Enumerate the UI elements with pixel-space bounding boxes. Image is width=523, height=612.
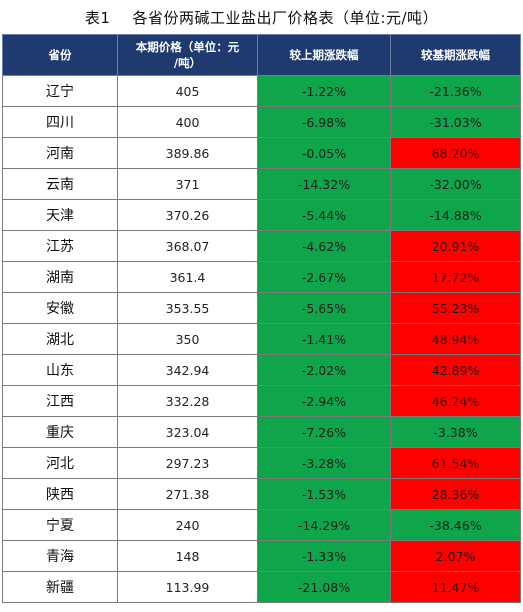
base-change-cell: 61.54% bbox=[390, 447, 521, 479]
table-row: 宁夏 240 -14.29% -38.46% bbox=[2, 509, 521, 541]
base-change-cell: -32.00% bbox=[390, 168, 521, 200]
province-cell: 河南 bbox=[2, 137, 118, 169]
base-change-cell: -14.88% bbox=[390, 199, 521, 231]
base-change-cell: 48.94% bbox=[390, 323, 521, 355]
header-price: 本期价格（单位：元/吨） bbox=[117, 34, 258, 76]
table-row: 青海 148 -1.33% 2.07% bbox=[2, 540, 521, 572]
price-table: 省份 本期价格（单位：元/吨） 较上期涨跌幅 较基期涨跌幅 辽宁 405 -1.22… bbox=[2, 34, 521, 603]
header-row: 省份 本期价格（单位：元/吨） 较上期涨跌幅 较基期涨跌幅 bbox=[2, 34, 521, 76]
table-row: 江西 332.28 -2.94% 46.24% bbox=[2, 385, 521, 417]
table-row: 山东 342.94 -2.02% 42.89% bbox=[2, 354, 521, 386]
base-change-cell: 42.89% bbox=[390, 354, 521, 386]
price-cell: 371 bbox=[117, 168, 258, 200]
prev-change-cell: -1.33% bbox=[257, 540, 391, 572]
table-row: 湖南 361.4 -2.67% 17.72% bbox=[2, 261, 521, 293]
prev-change-cell: -1.53% bbox=[257, 478, 391, 510]
price-cell: 297.23 bbox=[117, 447, 258, 479]
base-change-cell: 2.07% bbox=[390, 540, 521, 572]
table-row: 云南 371 -14.32% -32.00% bbox=[2, 168, 521, 200]
prev-change-cell: -1.41% bbox=[257, 323, 391, 355]
province-cell: 陕西 bbox=[2, 478, 118, 510]
province-cell: 山东 bbox=[2, 354, 118, 386]
price-cell: 368.07 bbox=[117, 230, 258, 262]
table-body: 辽宁 405 -1.22% -21.36% 四川 400 -6.98% -31.03% 河南 38… bbox=[2, 75, 521, 603]
province-cell: 安徽 bbox=[2, 292, 118, 324]
table-row: 江苏 368.07 -4.62% 20.91% bbox=[2, 230, 521, 262]
base-change-cell: 68.20% bbox=[390, 137, 521, 169]
province-cell: 湖南 bbox=[2, 261, 118, 293]
table-row: 安徽 353.55 -5.65% 55.23% bbox=[2, 292, 521, 324]
province-cell: 天津 bbox=[2, 199, 118, 231]
table-row: 辽宁 405 -1.22% -21.36% bbox=[2, 75, 521, 107]
table-row: 新疆 113.99 -21.08% 11.47% bbox=[2, 571, 521, 603]
header-price-line: /吨） bbox=[173, 56, 202, 70]
province-cell: 云南 bbox=[2, 168, 118, 200]
price-cell: 113.99 bbox=[117, 571, 258, 603]
province-cell: 四川 bbox=[2, 106, 118, 138]
header-province: 省份 bbox=[2, 34, 118, 76]
base-change-cell: 17.72% bbox=[390, 261, 521, 293]
prev-change-cell: -14.29% bbox=[257, 509, 391, 541]
price-cell: 361.4 bbox=[117, 261, 258, 293]
table-row: 重庆 323.04 -7.26% -3.38% bbox=[2, 416, 521, 448]
base-change-cell: 46.24% bbox=[390, 385, 521, 417]
base-change-cell: -38.46% bbox=[390, 509, 521, 541]
price-cell: 353.55 bbox=[117, 292, 258, 324]
base-change-cell: 55.23% bbox=[390, 292, 521, 324]
header-price-line: 本期价格（单位：元 bbox=[135, 40, 240, 54]
province-cell: 重庆 bbox=[2, 416, 118, 448]
price-cell: 240 bbox=[117, 509, 258, 541]
prev-change-cell: -7.26% bbox=[257, 416, 391, 448]
base-change-cell: 11.47% bbox=[390, 571, 521, 603]
province-cell: 江苏 bbox=[2, 230, 118, 262]
province-cell: 江西 bbox=[2, 385, 118, 417]
price-cell: 342.94 bbox=[117, 354, 258, 386]
price-cell: 148 bbox=[117, 540, 258, 572]
province-cell: 湖北 bbox=[2, 323, 118, 355]
prev-change-cell: -5.44% bbox=[257, 199, 391, 231]
price-cell: 400 bbox=[117, 106, 258, 138]
base-change-cell: 28.36% bbox=[390, 478, 521, 510]
province-cell: 辽宁 bbox=[2, 75, 118, 107]
price-cell: 271.38 bbox=[117, 478, 258, 510]
province-cell: 青海 bbox=[2, 540, 118, 572]
province-cell: 宁夏 bbox=[2, 509, 118, 541]
base-change-cell: 20.91% bbox=[390, 230, 521, 262]
price-cell: 389.86 bbox=[117, 137, 258, 169]
price-cell: 405 bbox=[117, 75, 258, 107]
prev-change-cell: -1.22% bbox=[257, 75, 391, 107]
prev-change-cell: -6.98% bbox=[257, 106, 391, 138]
prev-change-cell: -3.28% bbox=[257, 447, 391, 479]
table-row: 陕西 271.38 -1.53% 28.36% bbox=[2, 478, 521, 510]
table-caption: 表1 各省份两碱工业盐出厂价格表（单位:元/吨） bbox=[0, 0, 523, 34]
prev-change-cell: -2.02% bbox=[257, 354, 391, 386]
prev-change-cell: -2.94% bbox=[257, 385, 391, 417]
prev-change-cell: -2.67% bbox=[257, 261, 391, 293]
table-row: 天津 370.26 -5.44% -14.88% bbox=[2, 199, 521, 231]
province-cell: 河北 bbox=[2, 447, 118, 479]
base-change-cell: -3.38% bbox=[390, 416, 521, 448]
table-row: 河北 297.23 -3.28% 61.54% bbox=[2, 447, 521, 479]
price-cell: 332.28 bbox=[117, 385, 258, 417]
table-number: 表1 bbox=[84, 8, 111, 27]
price-cell: 323.04 bbox=[117, 416, 258, 448]
base-change-cell: -31.03% bbox=[390, 106, 521, 138]
prev-change-cell: -21.08% bbox=[257, 571, 391, 603]
table-row: 河南 389.86 -0.05% 68.20% bbox=[2, 137, 521, 169]
table-row: 湖北 350 -1.41% 48.94% bbox=[2, 323, 521, 355]
price-cell: 350 bbox=[117, 323, 258, 355]
price-cell: 370.26 bbox=[117, 199, 258, 231]
prev-change-cell: -0.05% bbox=[257, 137, 391, 169]
base-change-cell: -21.36% bbox=[390, 75, 521, 107]
table-row: 四川 400 -6.98% -31.03% bbox=[2, 106, 521, 138]
prev-change-cell: -4.62% bbox=[257, 230, 391, 262]
province-cell: 新疆 bbox=[2, 571, 118, 603]
prev-change-cell: -5.65% bbox=[257, 292, 391, 324]
table-title: 各省份两碱工业盐出厂价格表（单位:元/吨） bbox=[132, 8, 439, 27]
header-base-change: 较基期涨跌幅 bbox=[390, 34, 521, 76]
header-prev-change: 较上期涨跌幅 bbox=[257, 34, 391, 76]
prev-change-cell: -14.32% bbox=[257, 168, 391, 200]
